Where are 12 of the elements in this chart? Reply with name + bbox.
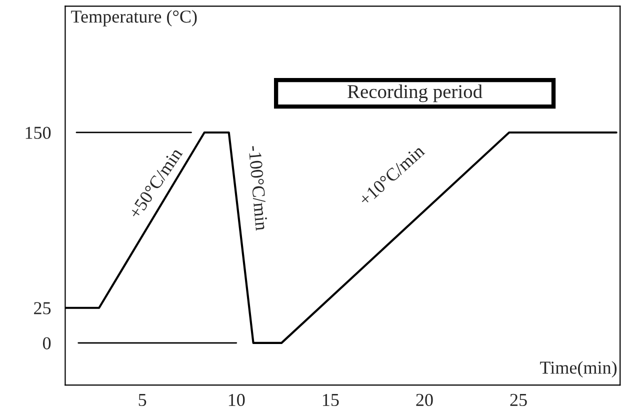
x-tick-label: 5 [138,394,146,406]
y-tick-label: 0 [42,337,51,350]
annotation: Recording period [348,84,482,102]
y-tick-label: 25 [34,302,51,314]
x-tick-label: 20 [416,394,433,406]
x-tick-label: 10 [228,394,245,406]
x-tick-label: 15 [322,394,339,406]
y-tick-label: 150 [26,126,51,139]
y-axis-title: Temperature (°C) [71,10,197,26]
x-axis-title: Time(min) [540,361,617,378]
x-tick-label: 25 [510,394,527,406]
annotation: -100°C/min [248,145,268,231]
